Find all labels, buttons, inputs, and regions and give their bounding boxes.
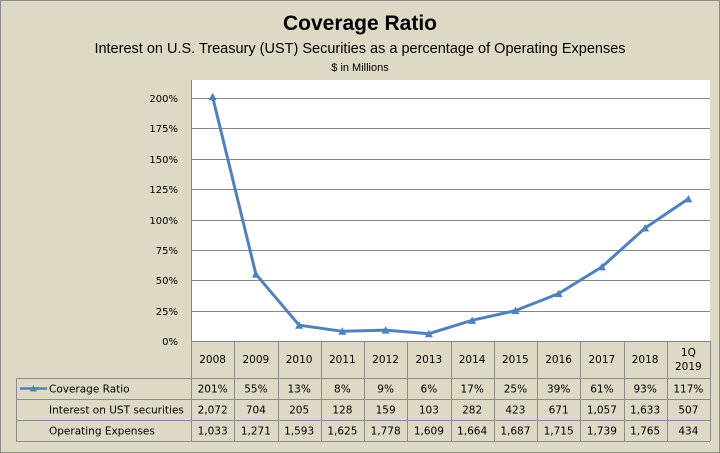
y-tick-label: 175%: [149, 124, 178, 135]
legend-triangle-marker: [30, 385, 37, 392]
table-row-label: Operating Expenses: [49, 426, 155, 438]
table-cell-value: 9%: [377, 384, 394, 396]
table-cell-value: 1,687: [500, 426, 530, 438]
data-point-marker: [511, 306, 520, 315]
x-category-label: 2016: [545, 354, 572, 366]
table-cell-value: 671: [549, 405, 569, 417]
table-cell-value: 103: [419, 405, 439, 417]
series-line: [211, 96, 690, 336]
table-cell-value: 201%: [198, 384, 228, 396]
table-cell-value: 1,739: [587, 426, 617, 438]
table-cell-value: 159: [376, 405, 396, 417]
table-row-label: Coverage Ratio: [49, 384, 130, 396]
table-cell-value: 61%: [590, 384, 613, 396]
table-cell-value: 25%: [504, 384, 527, 396]
table-cell-value: 434: [678, 426, 698, 438]
y-tick-label: 125%: [149, 185, 178, 196]
data-point-marker: [381, 326, 390, 334]
table-cell-value: 1,778: [371, 426, 401, 438]
table-cell-value: 13%: [287, 384, 310, 396]
x-category-label: 2017: [589, 354, 616, 366]
table-cell-value: 117%: [673, 384, 703, 396]
x-category-label: 2014: [459, 354, 486, 366]
data-point-marker: [684, 194, 693, 203]
chart-subtitle: Interest on U.S. Treasury (UST) Securiti…: [94, 41, 626, 57]
table-cell-value: 6%: [421, 384, 438, 396]
table-cell-value: 1,057: [587, 405, 617, 417]
data-point-marker: [597, 262, 606, 271]
table-cell-value: 1,765: [630, 426, 660, 438]
table-cell-value: 55%: [244, 384, 267, 396]
x-category-label: 2015: [502, 354, 529, 366]
table-cell-value: 39%: [547, 384, 570, 396]
table-cell-value: 282: [462, 405, 482, 417]
y-tick-label: 75%: [156, 246, 178, 257]
y-tick-label: 200%: [149, 94, 178, 105]
data-point-marker: [554, 289, 563, 298]
table-cell-value: 1,625: [327, 426, 357, 438]
data-point-marker: [251, 270, 260, 278]
table-cell-value: 8%: [334, 384, 351, 396]
data-table: 2008 2009 2010 2011 2012 2013 2014 2015 2016 2017…: [16, 341, 711, 442]
table-cell-value: 1,664: [457, 426, 487, 438]
data-point-marker: [424, 329, 433, 338]
table-cell-value: 93%: [633, 384, 656, 396]
plot-area: [191, 80, 710, 341]
y-tick-label: 25%: [156, 307, 178, 318]
table-cell-value: 205: [289, 405, 309, 417]
data-point-marker: [295, 321, 304, 329]
table-cell-value: 2,072: [198, 405, 228, 417]
x-category-label: 2009: [243, 354, 270, 366]
x-category-label: 2012: [372, 354, 399, 366]
data-point-marker: [641, 224, 650, 232]
table-row-label: Interest on UST securities: [49, 405, 184, 417]
x-category-label: 2011: [329, 354, 356, 366]
series-coverage-ratio: [208, 92, 693, 338]
x-category-label: 1Q 2019: [675, 347, 702, 373]
table-cell-value: 128: [332, 405, 352, 417]
data-point-marker: [468, 316, 477, 324]
table-cell-value: 1,609: [414, 426, 444, 438]
x-category-label: 2010: [286, 354, 313, 366]
chart-units-note: $ in Millions: [331, 62, 389, 74]
y-tick-label: 100%: [149, 216, 178, 227]
data-point-marker: [338, 327, 347, 335]
table-cell-value: 507: [678, 405, 698, 417]
data-point-marker: [208, 92, 217, 101]
x-category-label: 2018: [632, 354, 659, 366]
table-cell-value: 1,715: [544, 426, 574, 438]
y-tick-label: 150%: [149, 155, 178, 166]
gridlines: [191, 80, 710, 342]
table-cell-value: 1,033: [198, 426, 228, 438]
table-cell-value: 1,633: [630, 405, 660, 417]
x-category-label: 2013: [416, 354, 443, 366]
table-cell-value: 704: [246, 405, 266, 417]
y-tick-label: 50%: [156, 276, 178, 287]
y-tick-label: 0%: [162, 337, 178, 348]
y-axis-ticks: 0% 25% 50% 75% 100% 125% 150% 175% 200%: [149, 94, 178, 348]
table-cell-value: 17%: [460, 384, 483, 396]
table-cell-value: 1,593: [284, 426, 314, 438]
table-cell-value: 423: [505, 405, 525, 417]
x-category-label: 2008: [199, 354, 226, 366]
table-cell-value: 1,271: [241, 426, 271, 438]
chart-title: Coverage Ratio: [282, 12, 438, 35]
